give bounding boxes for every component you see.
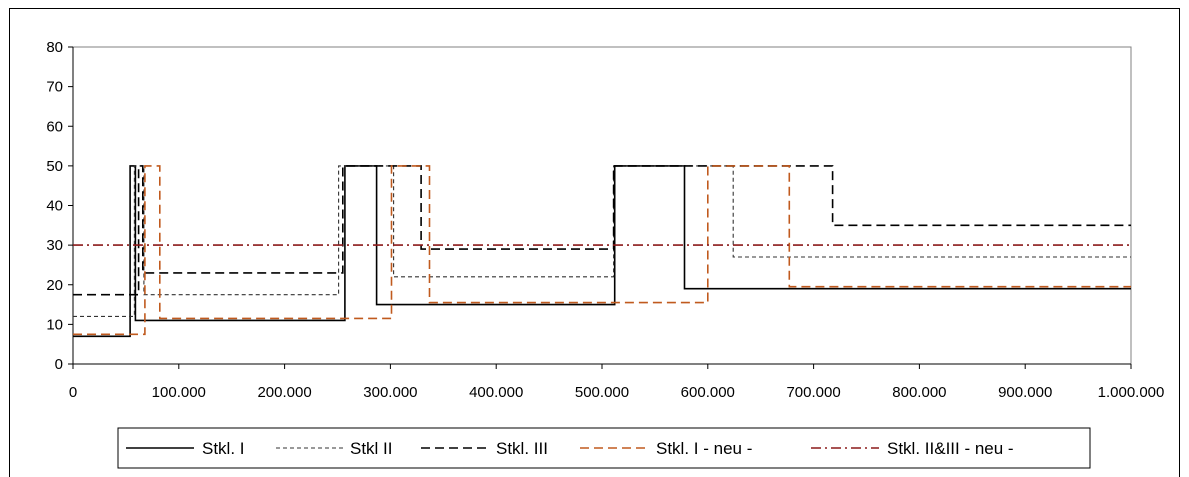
chart-frame bbox=[9, 8, 1180, 477]
series-line-1 bbox=[73, 165, 1131, 338]
y-tick-label: 30 bbox=[46, 237, 63, 254]
y-tick-label: 10 bbox=[46, 316, 63, 333]
x-tick-label: 100.000 bbox=[152, 384, 206, 401]
series-line-2 bbox=[73, 165, 1131, 317]
y-tick-label: 50 bbox=[46, 158, 63, 175]
plot-area bbox=[72, 46, 1132, 365]
axes: 0 10 20 30 40 50 60 70 80 0 100.000 200.000 300.000 4… bbox=[46, 39, 1164, 401]
x-tick-label: 800.000 bbox=[892, 384, 946, 401]
x-tick-label: 400.000 bbox=[469, 384, 523, 401]
y-tick-label: 40 bbox=[46, 198, 63, 215]
x-tick-label: 700.000 bbox=[786, 384, 840, 401]
legend-label-4: Stkl. I - neu - bbox=[656, 439, 752, 458]
y-tick-label: 20 bbox=[46, 277, 63, 294]
y-tick-label: 80 bbox=[46, 39, 63, 56]
legend: Stkl. I Stkl II Stkl. III Stkl. I - neu - St… bbox=[117, 427, 1091, 469]
x-tick-label: 200.000 bbox=[257, 384, 311, 401]
y-tick-label: 70 bbox=[46, 79, 63, 96]
x-tick-label: 0 bbox=[69, 384, 77, 401]
y-tick-label: 60 bbox=[46, 118, 63, 135]
x-tick-label: 300.000 bbox=[363, 384, 417, 401]
series-line-3 bbox=[73, 165, 1131, 296]
y-tick-label: 0 bbox=[55, 356, 63, 373]
series-line-4 bbox=[73, 165, 1131, 336]
x-tick-label: 1.000.000 bbox=[1098, 384, 1165, 401]
legend-label-1: Stkl. I bbox=[202, 439, 245, 458]
series-group bbox=[73, 165, 1131, 338]
x-tick-label: 500.000 bbox=[575, 384, 629, 401]
legend-label-2: Stkl II bbox=[350, 439, 393, 458]
legend-label-5: Stkl. II&III - neu - bbox=[887, 439, 1014, 458]
legend-label-3: Stkl. III bbox=[496, 439, 548, 458]
x-tick-label: 900.000 bbox=[998, 384, 1052, 401]
x-tick-label: 600.000 bbox=[681, 384, 735, 401]
